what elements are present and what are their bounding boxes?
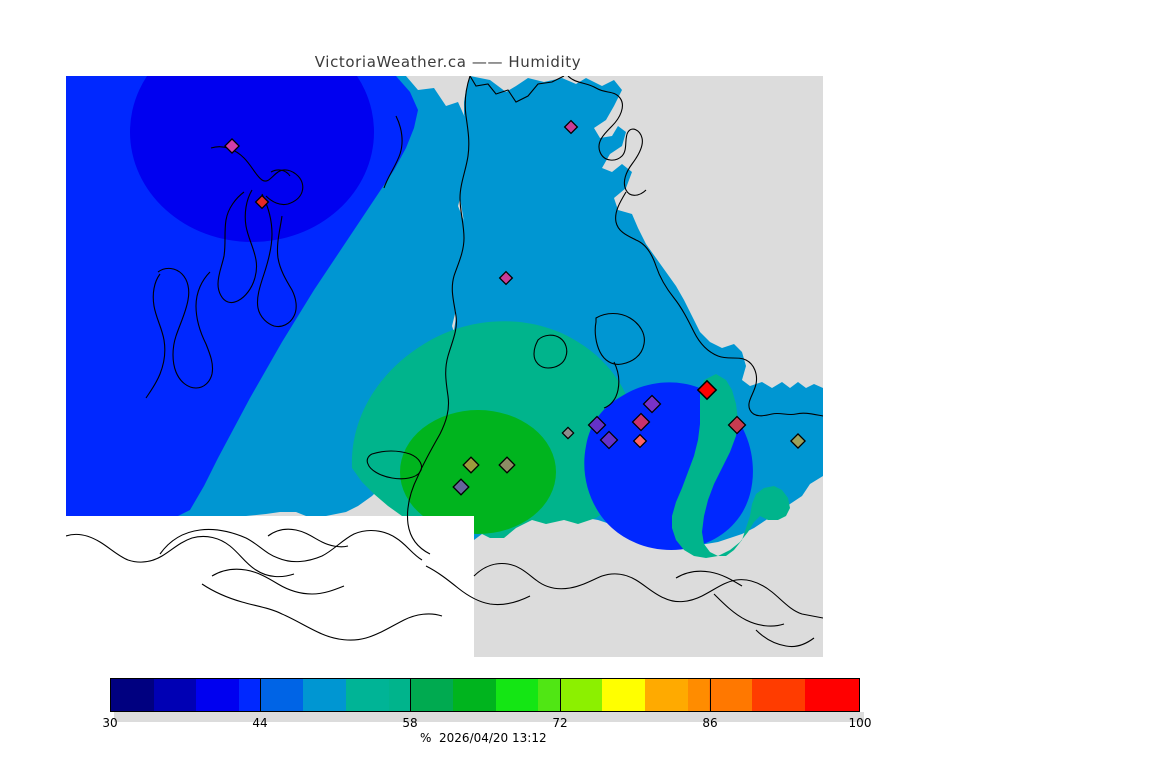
coastlines xyxy=(66,76,823,648)
colorbar-band xyxy=(709,679,752,711)
station-marker[interactable] xyxy=(561,426,575,440)
colorbar-tick-label: 44 xyxy=(252,716,268,730)
station-marker[interactable] xyxy=(254,194,270,210)
colorbar-tick-label: 100 xyxy=(848,716,872,730)
colorbar-band xyxy=(495,679,539,711)
colorbar-shadow xyxy=(114,712,864,722)
colorbar-band xyxy=(559,679,603,711)
colorbar-band xyxy=(602,679,646,711)
central-green-core xyxy=(400,410,556,534)
white-water-band xyxy=(66,516,474,657)
station-marker[interactable] xyxy=(498,456,516,474)
colorbar-tick-label: 30 xyxy=(102,716,118,730)
weather-map[interactable] xyxy=(66,76,823,657)
colorbar-band xyxy=(805,679,859,711)
colorbar-tick-label: 58 xyxy=(402,716,418,730)
station-marker[interactable] xyxy=(599,430,619,450)
page-title: VictoriaWeather.ca —— Humidity xyxy=(314,53,582,71)
colorbar-tick-label: 72 xyxy=(552,716,568,730)
station-marker[interactable] xyxy=(696,379,718,401)
station-marker[interactable] xyxy=(642,394,662,414)
station-marker[interactable] xyxy=(587,415,607,435)
colorbar-band xyxy=(538,679,560,711)
colorbar-band xyxy=(303,679,347,711)
colorbar-tick-label: 86 xyxy=(702,716,718,730)
colorbar-band xyxy=(111,679,154,711)
map-canvas[interactable] xyxy=(66,76,823,657)
colorbar-tick xyxy=(560,678,561,712)
station-marker[interactable] xyxy=(563,119,579,135)
colorbar-tick xyxy=(410,678,411,712)
coast-green-strip xyxy=(672,374,790,558)
station-markers[interactable] xyxy=(224,119,806,496)
station-marker[interactable] xyxy=(631,412,651,432)
station-marker[interactable] xyxy=(462,456,480,474)
colorbar-gradient[interactable] xyxy=(110,678,860,712)
station-marker[interactable] xyxy=(498,270,514,286)
colorbar-band xyxy=(196,679,240,711)
station-marker[interactable] xyxy=(790,433,806,449)
nw-deep-blue-core xyxy=(130,76,374,242)
station-marker[interactable] xyxy=(452,478,470,496)
colorbar-tick xyxy=(710,678,711,712)
colorbar-band xyxy=(687,679,710,711)
colorbar-footer-text: % 2026/04/20 13:12 xyxy=(420,731,547,745)
station-marker[interactable] xyxy=(224,138,240,154)
colorbar-band xyxy=(410,679,453,711)
colorbar-band xyxy=(260,679,304,711)
colorbar-band xyxy=(645,679,688,711)
colorbar-band xyxy=(452,679,496,711)
station-marker[interactable] xyxy=(632,433,648,449)
colorbar-tick xyxy=(260,678,261,712)
colorbar-band xyxy=(239,679,261,711)
colorbar-band xyxy=(346,679,389,711)
station-marker[interactable] xyxy=(727,415,747,435)
colorbar-band xyxy=(388,679,411,711)
colorbar-band xyxy=(751,679,806,711)
colorbar-band xyxy=(153,679,197,711)
colorbar-legend: % 2026/04/20 13:12 30 44 58 72 86 100 xyxy=(102,678,871,746)
